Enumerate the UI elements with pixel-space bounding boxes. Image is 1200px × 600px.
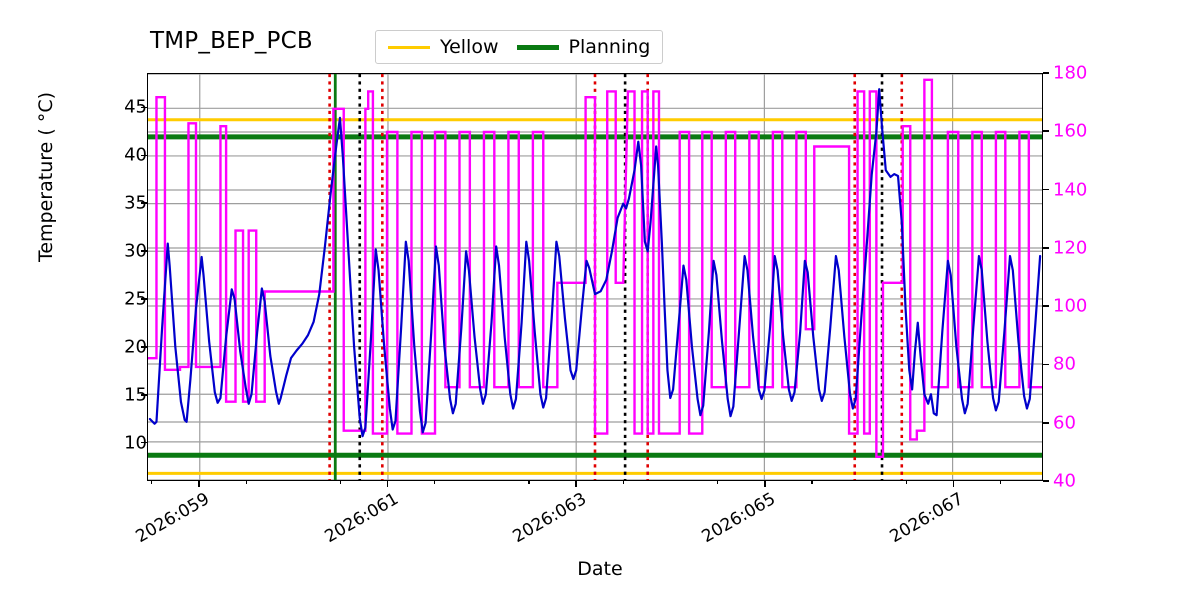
- x-minor-tick-mark: [151, 481, 153, 484]
- y-right-tick-label: 160: [1053, 120, 1088, 142]
- x-tick-label: 2026:067: [886, 489, 968, 548]
- plot-canvas: [148, 74, 1042, 480]
- x-minor-tick-mark: [622, 481, 624, 484]
- x-tick-label: 2026:059: [132, 489, 213, 548]
- y-left-tick-label: 35: [124, 192, 147, 214]
- y-left-tick-label: 15: [124, 384, 147, 406]
- y-left-tick-mark: [141, 154, 147, 157]
- x-tick-label: 2026:063: [509, 489, 591, 548]
- y-axis-left-label: Temperature ( °C): [35, 91, 57, 263]
- y-right-tick-mark: [1043, 363, 1049, 366]
- y-left-tick-mark: [141, 346, 147, 348]
- y-right-tick-label: 100: [1053, 295, 1088, 317]
- x-minor-tick-mark: [434, 481, 436, 484]
- x-axis-label: Date: [577, 558, 623, 580]
- x-tick-label: 2026:065: [698, 489, 779, 548]
- x-minor-tick-mark: [717, 481, 719, 484]
- y-left-tick-label: 10: [124, 432, 147, 454]
- chart-title: TMP_BEP_PCB: [150, 28, 313, 54]
- legend-swatch-planning-icon: [516, 44, 559, 50]
- legend-item-planning[interactable]: Planning: [516, 36, 651, 58]
- y-left-tick-mark: [141, 250, 147, 252]
- legend-label-yellow: Yellow: [440, 36, 499, 58]
- x-minor-tick-mark: [1000, 481, 1002, 484]
- y-right-tick-mark: [1043, 188, 1049, 191]
- plot-area[interactable]: [147, 73, 1043, 481]
- y-right-tick-mark: [1043, 421, 1049, 424]
- y-right-tick-mark: [1043, 247, 1049, 249]
- x-minor-tick-mark: [528, 481, 530, 484]
- y-right-tick-label: 40: [1053, 470, 1076, 492]
- legend-label-planning: Planning: [568, 36, 651, 58]
- y-left-tick-mark: [141, 441, 147, 444]
- y-left-tick-mark: [141, 298, 147, 300]
- y-right-tick-label: 80: [1053, 353, 1076, 375]
- y-right-tick-label: 120: [1053, 237, 1088, 259]
- y-right-tick-mark: [1043, 72, 1049, 74]
- legend-swatch-yellow-icon: [388, 45, 430, 49]
- x-tick-mark: [763, 481, 766, 487]
- x-tick-mark: [575, 481, 577, 487]
- y-left-tick-label: 25: [124, 288, 147, 310]
- y-left-tick-mark: [141, 106, 147, 109]
- y-right-tick-mark: [1043, 305, 1049, 307]
- y-left-tick-mark: [141, 202, 147, 205]
- y-left-tick-label: 40: [124, 144, 147, 166]
- legend-item-yellow[interactable]: Yellow: [388, 36, 499, 58]
- y-right-tick-label: 60: [1053, 412, 1076, 434]
- series-temperature: [148, 88, 1042, 438]
- y-right-tick-mark: [1043, 130, 1049, 133]
- y-right-tick-label: 180: [1053, 62, 1088, 84]
- series-pitch: [148, 78, 1042, 458]
- x-tick-label: 2026:061: [320, 489, 402, 548]
- y-left-tick-label: 20: [124, 336, 147, 358]
- x-minor-tick-mark: [905, 481, 907, 484]
- y-left-tick-label: 30: [124, 240, 147, 262]
- y-left-tick-mark: [141, 394, 147, 396]
- x-tick-mark: [386, 481, 389, 487]
- x-minor-tick-mark: [811, 481, 813, 484]
- y-right-tick-mark: [1043, 480, 1049, 482]
- x-tick-mark: [198, 481, 200, 487]
- y-right-tick-label: 140: [1053, 179, 1088, 201]
- chart-legend: Yellow Planning: [375, 30, 664, 64]
- x-minor-tick-mark: [245, 481, 247, 484]
- y-left-tick-label: 45: [124, 96, 147, 118]
- x-tick-mark: [952, 481, 955, 487]
- x-minor-tick-mark: [339, 481, 342, 484]
